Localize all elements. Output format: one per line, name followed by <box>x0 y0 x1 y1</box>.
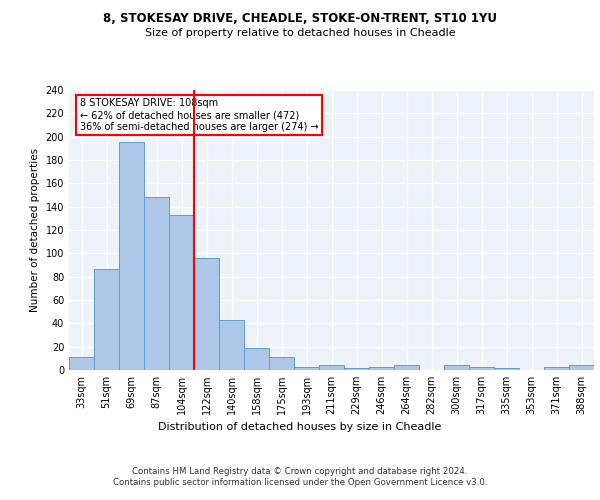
Bar <box>469 366 494 370</box>
Text: Size of property relative to detached houses in Cheadle: Size of property relative to detached ho… <box>145 28 455 38</box>
Text: 8, STOKESAY DRIVE, CHEADLE, STOKE-ON-TRENT, ST10 1YU: 8, STOKESAY DRIVE, CHEADLE, STOKE-ON-TRE… <box>103 12 497 26</box>
Text: Contains HM Land Registry data © Crown copyright and database right 2024.
Contai: Contains HM Land Registry data © Crown c… <box>113 468 487 487</box>
Bar <box>219 320 244 370</box>
Bar <box>169 215 194 370</box>
Bar <box>194 258 219 370</box>
Text: 8 STOKESAY DRIVE: 108sqm
← 62% of detached houses are smaller (472)
36% of semi-: 8 STOKESAY DRIVE: 108sqm ← 62% of detach… <box>79 98 318 132</box>
Bar <box>94 268 119 370</box>
Bar <box>294 366 319 370</box>
Bar <box>119 142 144 370</box>
Y-axis label: Number of detached properties: Number of detached properties <box>30 148 40 312</box>
Bar <box>319 366 344 370</box>
Bar <box>544 366 569 370</box>
Bar <box>494 368 519 370</box>
Bar <box>444 366 469 370</box>
Bar <box>69 357 94 370</box>
Bar <box>269 357 294 370</box>
Bar <box>369 366 394 370</box>
Bar <box>394 366 419 370</box>
Bar <box>344 368 369 370</box>
Bar <box>144 198 169 370</box>
Text: Distribution of detached houses by size in Cheadle: Distribution of detached houses by size … <box>158 422 442 432</box>
Bar <box>569 366 594 370</box>
Bar <box>244 348 269 370</box>
